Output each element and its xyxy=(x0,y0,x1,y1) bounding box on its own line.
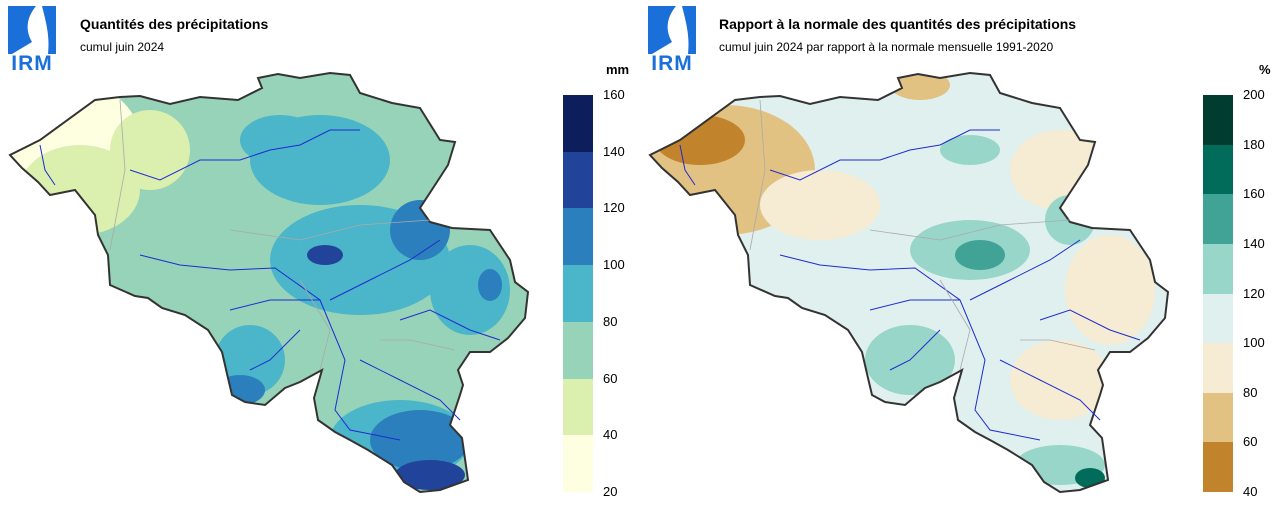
map-title: Quantités des précipitations xyxy=(80,16,269,32)
map-title: Rapport à la normale des quantités des p… xyxy=(719,16,1077,32)
belgium-precipitation-map xyxy=(9,72,529,493)
irm-logo-mark xyxy=(8,6,56,54)
legend-unit: % xyxy=(1259,62,1271,77)
legend-bin xyxy=(1203,243,1233,294)
legend-tick-label: 60 xyxy=(1243,434,1258,450)
precipitation-panel: IRM Quantités des précipitations cumul j… xyxy=(6,6,630,499)
legend-tick-label: 80 xyxy=(603,313,618,329)
legend-bin xyxy=(1203,442,1233,492)
legend-tick-label: 160 xyxy=(603,87,625,102)
irm-logo-mark xyxy=(648,6,696,54)
legend-bin xyxy=(563,95,593,152)
legend-tick-label: 120 xyxy=(603,200,625,216)
legend-bin xyxy=(1203,293,1233,344)
legend-tick-label: 80 xyxy=(1243,384,1258,400)
color-legend: 160 140 120 100 80 60 40 20 xyxy=(563,87,625,499)
legend-tick-label: 60 xyxy=(603,370,618,386)
legend-bin xyxy=(563,435,593,492)
irm-logo: IRM xyxy=(6,6,58,75)
irm-logo-text: IRM xyxy=(651,52,693,75)
legend-tick-label: 180 xyxy=(1243,136,1265,152)
legend-tick-label: 40 xyxy=(603,427,618,443)
legend-bin xyxy=(563,151,593,209)
legend-bin xyxy=(1203,343,1233,393)
legend-tick-label: 100 xyxy=(1243,335,1265,351)
legend-tick-label: 140 xyxy=(603,143,625,159)
legend-bin xyxy=(563,265,593,322)
irm-logo: IRM xyxy=(646,6,698,75)
legend-tick-label: 200 xyxy=(1243,87,1265,102)
legend-tick-label: 140 xyxy=(1243,235,1265,251)
irm-logo-text: IRM xyxy=(11,52,53,75)
belgium-ratio-map xyxy=(649,72,1169,493)
map-subtitle: cumul juin 2024 xyxy=(80,40,165,54)
legend-tick-label: 100 xyxy=(603,257,625,273)
color-legend: 200 180 160 140 120 100 80 60 40 xyxy=(1203,87,1265,499)
legend-bin xyxy=(563,208,593,266)
legend-tick-label: 120 xyxy=(1243,285,1265,301)
legend-tick-label: 160 xyxy=(1243,186,1265,202)
legend-bin xyxy=(1203,144,1233,195)
legend-tick-label: 40 xyxy=(1243,484,1258,499)
legend-bin xyxy=(1203,194,1233,244)
legend-bin xyxy=(563,321,593,379)
legend-unit: mm xyxy=(606,62,630,77)
ratio-panel: IRM Rapport à la normale des quantités d… xyxy=(640,0,1280,507)
legend-tick-label: 20 xyxy=(603,484,618,499)
map-subtitle: cumul juin 2024 par rapport à la normale… xyxy=(719,40,1054,54)
legend-bin xyxy=(1203,392,1233,443)
legend-bin xyxy=(1203,95,1233,145)
legend-bin xyxy=(563,378,593,436)
